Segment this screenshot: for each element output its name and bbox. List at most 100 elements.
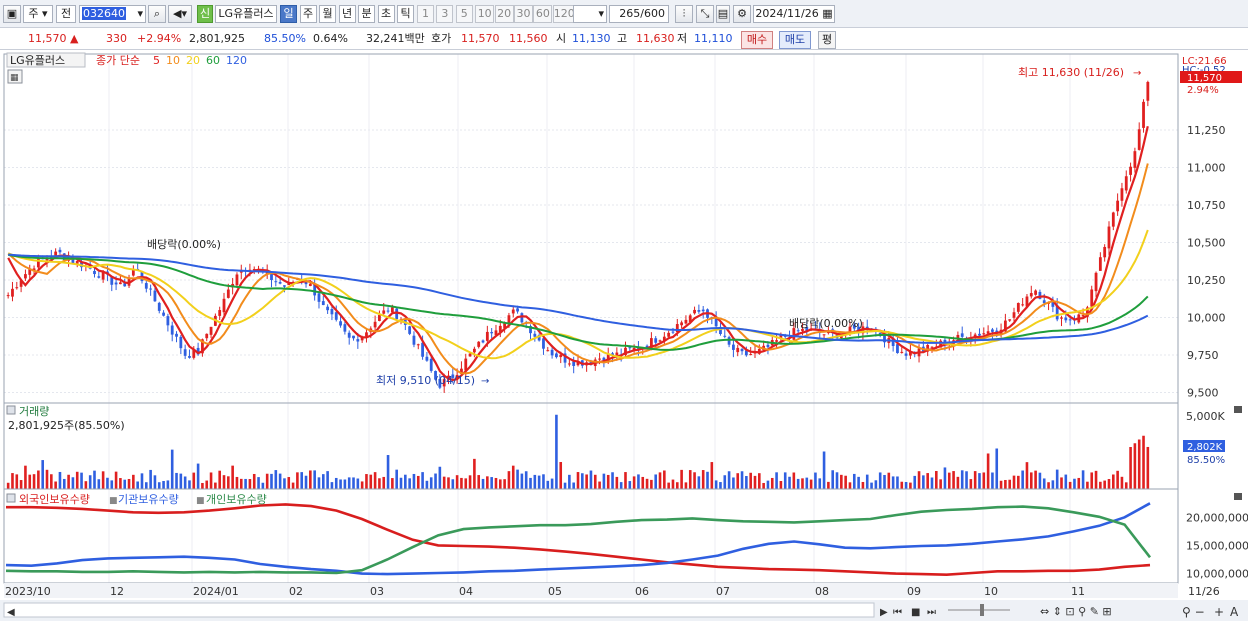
buy-button[interactable]: 매수 [741, 31, 773, 49]
period-button[interactable]: 분 [358, 5, 375, 23]
stop-icon[interactable]: ■ [911, 607, 920, 618]
period-button[interactable]: 일 [280, 5, 297, 23]
last-pct: 2.94% [1187, 85, 1219, 96]
period-button[interactable]: 월 [319, 5, 336, 23]
period-number-button[interactable]: 120 [552, 5, 575, 23]
horizontal-scrollbar[interactable] [3, 602, 875, 618]
close-icon[interactable] [1234, 406, 1242, 413]
candle [1029, 293, 1033, 297]
market-value: 주 [28, 7, 39, 20]
volume-bar [576, 472, 580, 489]
period-number-button[interactable]: 5 [455, 5, 473, 23]
view-count-value: 265 [619, 7, 641, 20]
zoom-in-icon[interactable]: + [1214, 605, 1224, 619]
last-icon[interactable]: ⏭ [927, 607, 936, 618]
date-input[interactable]: 2024/11/26 ▦ [753, 5, 835, 23]
stock-chart[interactable]: 20,000,000 15,000,000 10,000,000 LG유플러스 종가… [0, 50, 1248, 621]
volume-bar [792, 472, 796, 489]
volume-bar [278, 473, 282, 489]
low-note: 최저 9,510 (04/15) [376, 374, 475, 387]
trade-amount: 32,241백만 [366, 32, 425, 45]
code-input[interactable]: 032640 ▾ [79, 5, 146, 23]
search-icon[interactable]: ⌕ [148, 5, 166, 23]
candle [982, 333, 986, 335]
font-size-icon[interactable]: A [1230, 605, 1239, 619]
stock-label-box[interactable] [6, 52, 86, 68]
candle [542, 338, 545, 349]
volume-bar [537, 475, 541, 489]
calendar-icon[interactable]: ▦ [822, 7, 833, 20]
candle [283, 285, 286, 287]
scroll-right-icon[interactable]: ▶ [880, 607, 888, 618]
candle [494, 330, 498, 336]
speaker-icon[interactable]: ◀▾ [168, 5, 192, 23]
sell-button[interactable]: 매도 [779, 31, 811, 49]
volume-bar [265, 473, 269, 489]
draw-icon[interactable]: ⤡ [696, 5, 714, 23]
volume-bar [106, 477, 109, 489]
x-tick: 12 [110, 585, 124, 598]
volume-bar [909, 482, 912, 489]
credit-badge[interactable]: 신 [197, 5, 213, 23]
first-icon[interactable]: ⏮ [893, 607, 902, 618]
volume-bar [688, 470, 692, 489]
layout-icon[interactable]: ▣ [3, 5, 21, 23]
zoom-out-icon[interactable]: ⚲ − [1182, 605, 1205, 619]
volume-bar [166, 480, 170, 489]
market-select[interactable]: 주 ▾ [23, 5, 53, 23]
candle [408, 326, 412, 334]
volume-bar [935, 470, 938, 489]
volume-bar [287, 477, 291, 489]
candle [485, 331, 489, 341]
volume-bar [75, 471, 79, 489]
candle [183, 349, 187, 356]
avg-button[interactable]: 평 [818, 31, 836, 49]
save-icon[interactable]: ▤ [716, 5, 730, 23]
period-number-button[interactable]: 1 [417, 5, 434, 23]
period-number-button[interactable]: 60 [533, 5, 553, 23]
close-icon[interactable] [1234, 493, 1242, 500]
gear-icon[interactable]: ⚙ [733, 5, 751, 23]
volume-bar [1086, 481, 1089, 489]
candle [909, 351, 912, 356]
candle [149, 288, 153, 290]
volume-bar [701, 470, 705, 489]
candle [606, 353, 610, 361]
candle [429, 358, 433, 371]
mode-button[interactable]: 전 [56, 5, 76, 23]
volume-bar [827, 481, 830, 489]
period-number-button[interactable]: 20 [494, 5, 514, 23]
volume-summary: 2,801,925주(85.50%) [8, 419, 125, 432]
candle [930, 346, 934, 348]
candle [684, 319, 688, 324]
period-button[interactable]: 초 [377, 5, 395, 23]
zoom-slider-handle[interactable] [980, 604, 984, 616]
period-number-button[interactable]: 10 [475, 5, 495, 23]
chevron-down-icon[interactable]: ▾ [137, 7, 143, 20]
volume-bar [753, 475, 757, 489]
tool-icons[interactable]: ⇔ ⇕ ⊡ ⚲ ✎ ⊞ [1040, 605, 1112, 618]
panel-toggle-icon[interactable] [6, 405, 16, 415]
period-button[interactable]: 년 [338, 5, 356, 23]
volume-bar [904, 481, 908, 489]
volume-bar [136, 481, 139, 489]
panel-toggle-icon[interactable] [6, 493, 16, 503]
scroll-left-icon[interactable]: ◀ [7, 607, 15, 618]
candle [455, 374, 459, 379]
period-button[interactable]: 주 [299, 5, 317, 23]
volume-bar [416, 475, 420, 489]
volume-bar [978, 473, 981, 489]
volume-bar [991, 472, 994, 489]
calculator-icon[interactable] [7, 69, 23, 84]
count-select[interactable]: ▾ [573, 5, 607, 23]
quote-bar: 11,570 ▲ 330 +2.94% 2,801,925 85.50% 0.6… [0, 28, 1248, 50]
candle-icon[interactable]: ⫶ [675, 5, 693, 23]
period-button[interactable]: 틱 [397, 5, 414, 23]
view-count[interactable]: 265/600 [609, 5, 669, 23]
period-number-button[interactable]: 30 [514, 5, 533, 23]
candle [516, 308, 519, 312]
candle [792, 328, 796, 340]
candle [555, 353, 558, 358]
period-number-button[interactable]: 3 [436, 5, 454, 23]
volume-bar [1133, 443, 1137, 489]
